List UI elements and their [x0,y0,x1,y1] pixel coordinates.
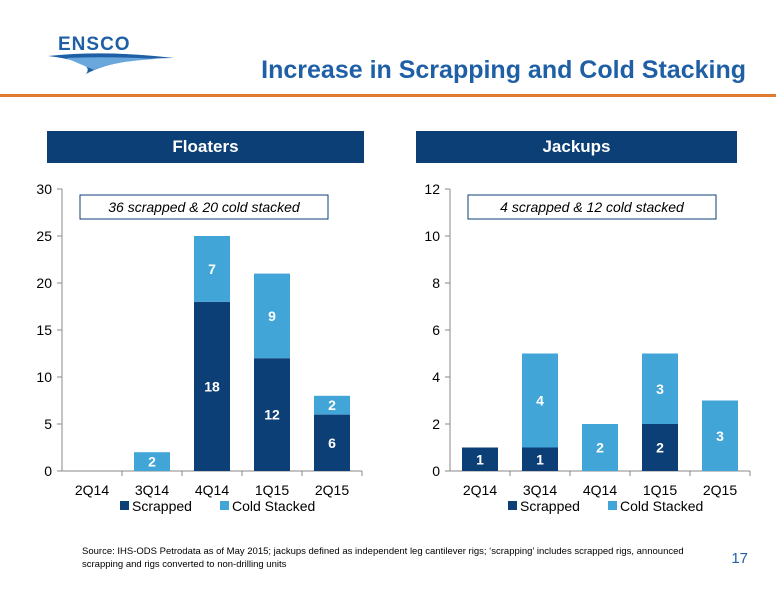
logo-text: ENSCO [58,34,131,55]
company-logo: ENSCO [46,34,176,80]
floaters-data-label: 9 [268,308,276,324]
floaters-data-label: 2 [328,397,336,413]
jackups-ytick-label: 8 [432,275,440,291]
floaters-legend-label: Scrapped [132,498,192,514]
jackups-xtick-label: 3Q14 [523,482,557,498]
jackups-data-label: 4 [536,393,544,409]
floaters-bar-scrapped [314,414,350,471]
floaters-ytick-label: 10 [36,369,52,385]
floaters-data-label: 12 [264,407,280,423]
floaters-ytick-label: 20 [36,275,52,291]
floaters-ytick-label: 30 [36,181,52,197]
jackups-legend-label: Cold Stacked [620,498,703,514]
jackups-legend-swatch [608,501,617,510]
jackups-ytick-label: 0 [432,463,440,479]
jackups-legend-swatch [508,501,517,510]
floaters-bar-scrapped [194,301,230,471]
floaters-ytick-label: 25 [36,228,52,244]
floaters-annotation-box [79,194,329,220]
floaters-data-label: 2 [148,454,156,470]
jackups-ytick-label: 2 [432,416,440,432]
floaters-xtick-label: 2Q15 [315,482,349,498]
floaters-legend-swatch [220,501,229,510]
jackups-annotation-text: 4 scrapped & 12 cold stacked [500,199,685,215]
jackups-data-label: 2 [656,440,664,456]
jackups-bar-scrapped [462,447,498,471]
jackups-xtick-label: 1Q15 [643,482,677,498]
floaters-xtick-label: 4Q14 [195,482,229,498]
jackups-bar-scrapped [642,424,678,471]
jackups-bar-scrapped [522,447,558,471]
source-footnote: Source: IHS-ODS Petrodata as of May 2015… [82,546,684,570]
floaters-bar-cold-stacked [194,236,230,302]
jackups-data-label: 2 [596,440,604,456]
jackups-bar-cold-stacked [642,353,678,424]
floaters-panel-header: Floaters [47,131,364,163]
floaters-legend-swatch [120,501,129,510]
floaters-xtick-label: 1Q15 [255,482,289,498]
floaters-xtick-label: 2Q14 [75,482,109,498]
title-divider [0,94,776,97]
floaters-ytick-label: 0 [44,463,52,479]
jackups-panel-header: Jackups [416,131,737,163]
jackups-xtick-label: 4Q14 [583,482,617,498]
floaters-ytick-label: 15 [36,322,52,338]
floaters-xtick-label: 3Q14 [135,482,169,498]
jackups-legend-label: Scrapped [520,498,580,514]
jackups-data-label: 3 [656,381,664,397]
floaters-data-label: 6 [328,435,336,451]
floaters-bar-cold-stacked [254,273,290,359]
floaters-ytick-label: 5 [44,416,52,432]
floaters-bar-scrapped [254,358,290,471]
floaters-data-label: 18 [204,378,220,394]
jackups-ytick-label: 4 [432,369,440,385]
jackups-bar-cold-stacked [522,353,558,448]
jackups-xtick-label: 2Q14 [463,482,497,498]
jackups-ytick-label: 10 [424,228,440,244]
floaters-annotation-text: 36 scrapped & 20 cold stacked [108,199,301,215]
jackups-ytick-label: 6 [432,322,440,338]
floaters-data-label: 7 [208,261,216,277]
floaters-legend-label: Cold Stacked [232,498,315,514]
jackups-data-label: 1 [536,451,544,467]
page-number: 17 [731,550,748,567]
jackups-data-label: 3 [716,428,724,444]
logo-swoosh-icon [48,53,174,74]
jackups-annotation-box [467,194,717,220]
page-title: Increase in Scrapping and Cold Stacking [261,56,746,84]
jackups-xtick-label: 2Q15 [703,482,737,498]
jackups-data-label: 1 [476,451,484,467]
jackups-bar-cold-stacked [582,424,618,471]
jackups-ytick-label: 12 [424,181,440,197]
jackups-bar-cold-stacked [702,400,738,471]
floaters-chart: 0 5 10 15 20 25 30 36 scrapped & 20 cold stacke… [36,181,363,514]
floaters-bar-cold-stacked [134,452,170,471]
floaters-bar-cold-stacked [314,395,350,415]
